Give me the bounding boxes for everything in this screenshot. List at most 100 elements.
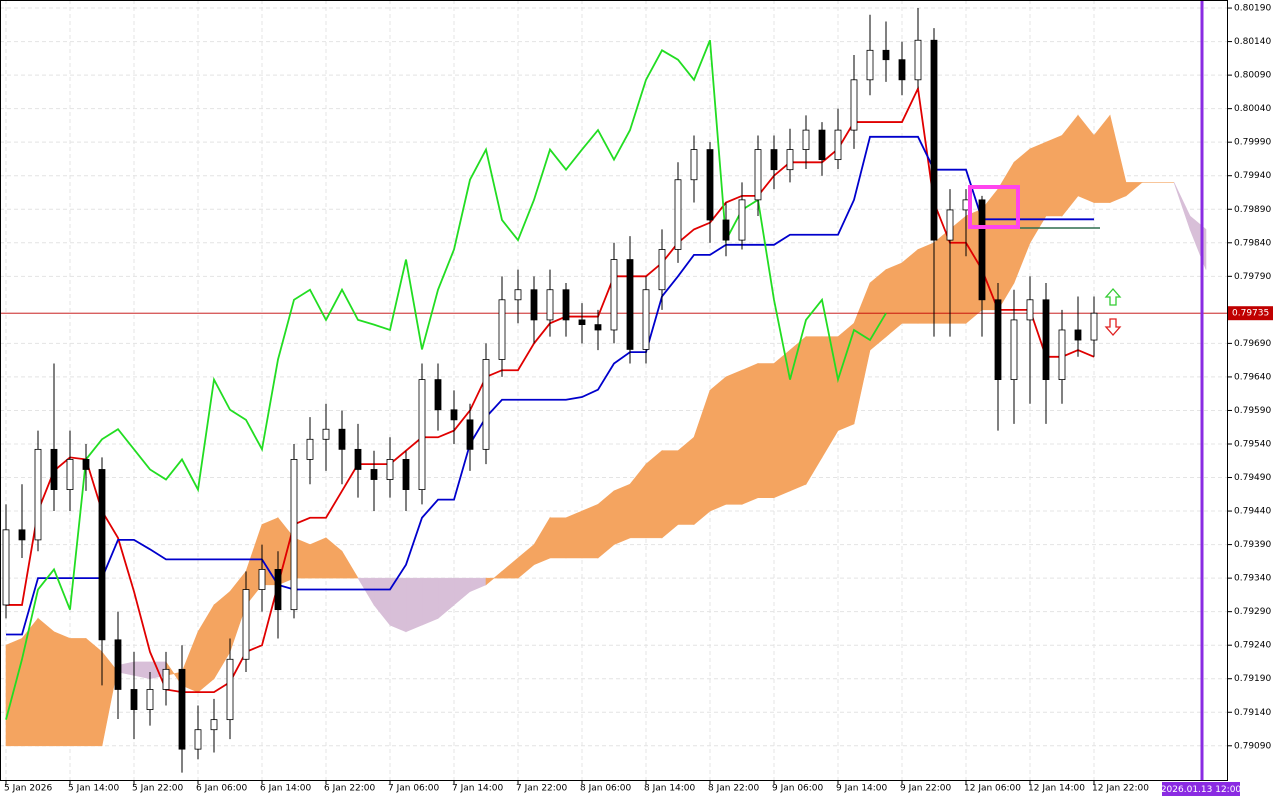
candle-body xyxy=(578,319,586,326)
sell-arrow[interactable] xyxy=(1104,318,1122,336)
highlight-box xyxy=(968,185,1020,229)
candle-body xyxy=(322,428,330,440)
candle-body xyxy=(130,689,138,710)
candle-body xyxy=(290,459,298,611)
x-tick-label: 6 Jan 22:00 xyxy=(324,784,376,794)
x-tick-label: 6 Jan 14:00 xyxy=(260,784,312,794)
cloud-segment xyxy=(757,363,775,498)
ichimoku-cloud xyxy=(5,114,1207,747)
cloud-segment xyxy=(869,268,887,351)
y-tick-label: 0.79540 xyxy=(1234,439,1271,449)
cloud-segment xyxy=(773,349,791,499)
candle-body xyxy=(402,459,410,490)
buy-arrow[interactable] xyxy=(1104,288,1122,306)
candle-body xyxy=(738,199,746,241)
candles xyxy=(2,8,1098,773)
y-tick-label: 0.79940 xyxy=(1234,171,1271,181)
price-label: 0.79735 xyxy=(1232,309,1269,319)
x-tick-label: 12 Jan 14:00 xyxy=(1028,784,1085,794)
y-tick-label: 0.79290 xyxy=(1234,607,1271,617)
candle-body xyxy=(34,448,42,541)
x-tick-label: 7 Jan 06:00 xyxy=(388,784,440,794)
cloud-segment xyxy=(565,510,583,559)
candle-body xyxy=(386,459,394,480)
cloud-segment xyxy=(725,369,743,505)
candle-body xyxy=(562,289,570,321)
candle-body xyxy=(50,448,58,490)
x-tick-label: 12 Jan 06:00 xyxy=(964,784,1021,794)
candle-body xyxy=(1010,319,1018,381)
candle-body xyxy=(898,59,906,81)
y-tick-label: 0.79440 xyxy=(1234,507,1271,517)
candle-body xyxy=(354,448,362,470)
candle-body xyxy=(594,324,602,331)
cloud-segment xyxy=(645,450,663,539)
candle-body xyxy=(210,719,218,731)
candle-body xyxy=(722,219,730,241)
y-tick-label: 0.79690 xyxy=(1234,339,1271,349)
candle-body xyxy=(914,39,922,81)
x-tick-label: 7 Jan 14:00 xyxy=(452,784,504,794)
cloud-segment xyxy=(405,577,423,633)
cloud-segment xyxy=(741,363,759,505)
y-tick-label: 0.80090 xyxy=(1234,71,1271,81)
candle-body xyxy=(18,529,26,541)
candle-body xyxy=(338,428,346,450)
cloud-segment xyxy=(677,436,695,525)
cloud-segment xyxy=(789,336,807,492)
candle-body xyxy=(1074,329,1082,341)
cloud-segment xyxy=(69,638,87,747)
x-tick-label: 9 Jan 06:00 xyxy=(772,784,824,794)
x-tick-label: 7 Jan 22:00 xyxy=(516,784,568,794)
candle-body xyxy=(114,639,122,690)
candle-body xyxy=(850,79,858,131)
candle-body xyxy=(818,129,826,161)
candle-body xyxy=(1090,312,1098,341)
candle-body xyxy=(1042,299,1050,381)
candle-body xyxy=(754,149,762,201)
candle-body xyxy=(146,689,154,710)
cloud-segment xyxy=(885,262,903,338)
candle-body xyxy=(258,569,266,590)
candle-body xyxy=(1026,299,1034,321)
candle-body xyxy=(514,289,522,301)
cloud-segment xyxy=(581,503,599,559)
candle-body xyxy=(834,129,842,161)
cloud-segment xyxy=(933,228,951,324)
candle-body xyxy=(642,289,650,350)
candle-body xyxy=(466,419,474,450)
cloud-segment xyxy=(661,450,679,539)
candle-body xyxy=(434,379,442,411)
cloud-segment xyxy=(901,248,919,324)
candle-body xyxy=(882,49,890,61)
candle-body xyxy=(978,199,986,301)
cloud-segment xyxy=(421,577,439,626)
y-tick-label: 0.79840 xyxy=(1234,238,1271,248)
candle-body xyxy=(242,589,250,660)
candle-body xyxy=(658,249,666,291)
x-tick-label: 9 Jan 22:00 xyxy=(900,784,952,794)
candle-body xyxy=(546,289,554,321)
y-tick-label: 0.79190 xyxy=(1234,674,1271,684)
x-tick-label: 8 Jan 06:00 xyxy=(580,784,632,794)
x-tick-label: 5 Jan 2026 xyxy=(4,784,52,794)
y-tick-label: 0.79090 xyxy=(1234,741,1271,751)
cloud-segment xyxy=(917,242,935,324)
axes: 0.80190 0.80140 0.80090 0.80040 0.79990 0.799… xyxy=(4,4,1273,794)
cloud-segment xyxy=(53,631,71,747)
y-tick-label: 0.79240 xyxy=(1234,641,1271,651)
candle-body xyxy=(610,259,618,331)
candle-body xyxy=(706,149,714,221)
cloud-segment xyxy=(85,637,103,747)
candle-body xyxy=(98,469,106,641)
cloud-segment xyxy=(21,617,39,747)
cloud-segment xyxy=(613,483,631,546)
y-tick-label: 0.79990 xyxy=(1234,138,1271,148)
y-tick-label: 0.79140 xyxy=(1234,708,1271,718)
candle-body xyxy=(946,209,954,241)
candle-body xyxy=(770,149,778,171)
candle-body xyxy=(2,529,10,606)
y-tick-label: 0.79490 xyxy=(1234,473,1271,483)
